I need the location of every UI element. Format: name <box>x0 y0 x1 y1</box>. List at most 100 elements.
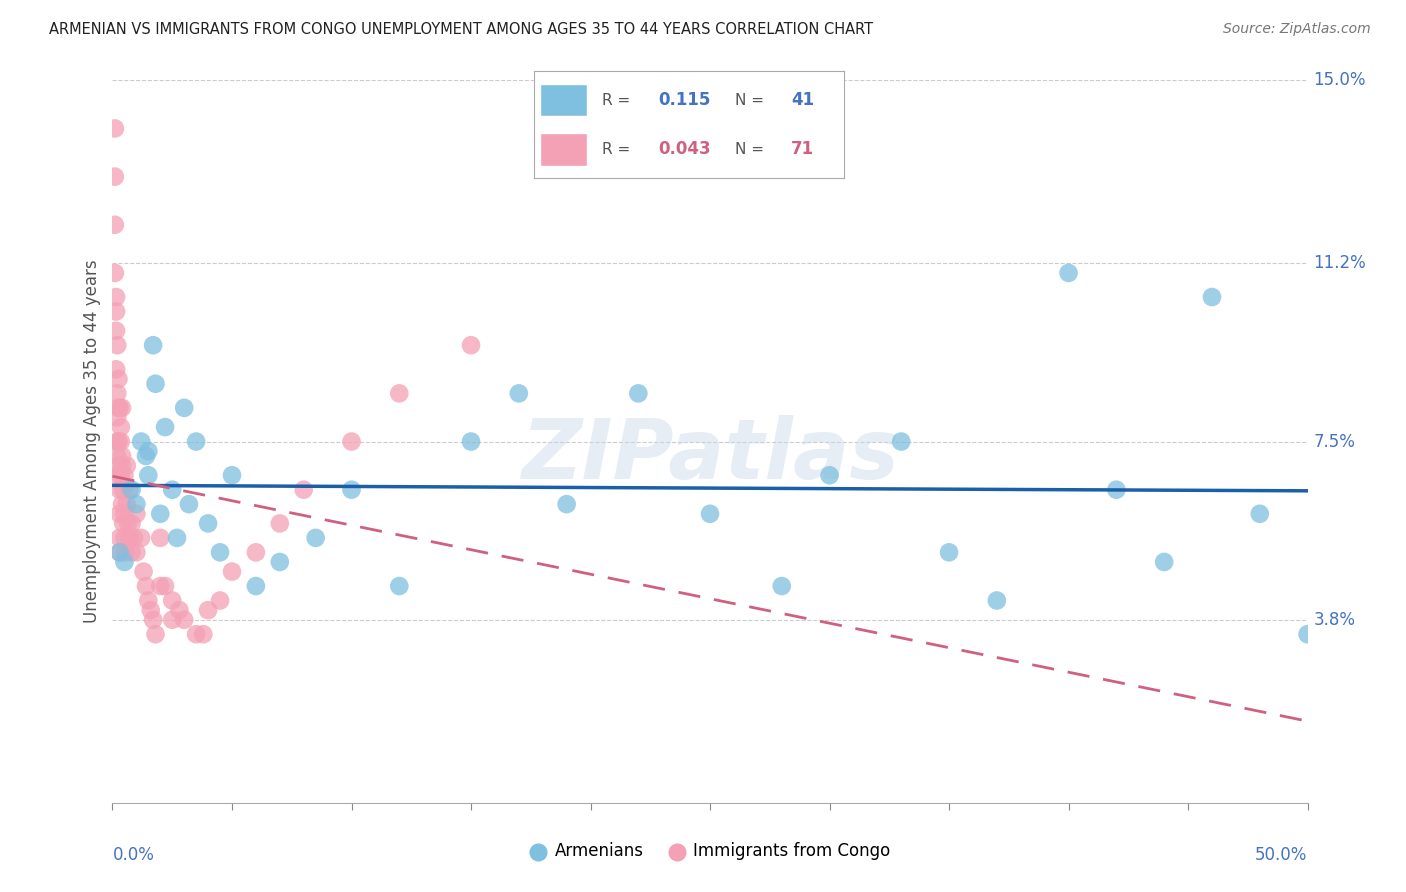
Point <box>121 483 143 497</box>
Text: 41: 41 <box>792 91 814 109</box>
Point <box>112 483 135 497</box>
Point <box>107 434 129 449</box>
Point <box>110 434 132 449</box>
Point <box>105 410 128 425</box>
Point <box>132 565 155 579</box>
Point <box>221 468 243 483</box>
Point <box>197 603 219 617</box>
Point <box>162 483 183 497</box>
Point <box>105 362 128 376</box>
Point <box>149 579 172 593</box>
Point <box>149 531 172 545</box>
Text: 50.0%: 50.0% <box>1256 847 1308 864</box>
Point <box>269 516 291 531</box>
Point <box>104 218 127 232</box>
Point <box>107 458 129 473</box>
Point <box>104 169 127 184</box>
Point <box>305 531 328 545</box>
Text: Source: ZipAtlas.com: Source: ZipAtlas.com <box>1223 22 1371 37</box>
Text: N =: N = <box>735 142 765 157</box>
Point <box>1057 266 1080 280</box>
Point <box>1105 483 1128 497</box>
Point <box>115 497 138 511</box>
Point <box>173 613 195 627</box>
Point <box>104 121 127 136</box>
Point <box>173 401 195 415</box>
Point <box>108 483 131 497</box>
Text: 11.2%: 11.2% <box>1313 254 1367 272</box>
Point <box>245 545 267 559</box>
Point <box>162 593 183 607</box>
Point <box>1201 290 1223 304</box>
Point <box>118 483 141 497</box>
Point <box>699 507 721 521</box>
Point <box>125 497 148 511</box>
Point <box>111 497 134 511</box>
Text: 15.0%: 15.0% <box>1313 71 1367 89</box>
Point <box>770 579 793 593</box>
Point <box>508 386 530 401</box>
Text: 0.043: 0.043 <box>658 141 710 159</box>
Point <box>105 290 128 304</box>
Point <box>388 579 411 593</box>
Point <box>108 545 131 559</box>
Text: ZIPatlas: ZIPatlas <box>522 416 898 497</box>
FancyBboxPatch shape <box>540 84 586 116</box>
Point <box>177 497 200 511</box>
Point <box>340 483 363 497</box>
Point <box>169 603 191 617</box>
Point <box>135 449 157 463</box>
Point <box>938 545 960 559</box>
Point <box>105 386 128 401</box>
Point <box>105 468 128 483</box>
Y-axis label: Unemployment Among Ages 35 to 44 years: Unemployment Among Ages 35 to 44 years <box>83 260 101 624</box>
Point <box>193 627 215 641</box>
Text: 71: 71 <box>792 141 814 159</box>
Text: N =: N = <box>735 93 765 108</box>
Point <box>142 613 165 627</box>
FancyBboxPatch shape <box>540 134 586 166</box>
Point <box>108 531 131 545</box>
Point <box>138 444 160 458</box>
Point <box>121 516 143 531</box>
Point <box>186 434 208 449</box>
Point <box>142 338 165 352</box>
Point <box>145 376 167 391</box>
Point <box>108 507 131 521</box>
Point <box>292 483 315 497</box>
Point <box>114 531 135 545</box>
Point <box>118 531 141 545</box>
Point <box>138 593 160 607</box>
Point <box>209 545 232 559</box>
Point <box>108 401 131 415</box>
Point <box>122 531 145 545</box>
Point <box>340 434 363 449</box>
Point <box>112 516 135 531</box>
Point <box>125 545 148 559</box>
Point <box>818 468 841 483</box>
Point <box>145 627 167 641</box>
Point <box>105 338 128 352</box>
Point <box>108 545 131 559</box>
Text: 7.5%: 7.5% <box>1313 433 1355 450</box>
Point <box>114 555 135 569</box>
Text: ARMENIAN VS IMMIGRANTS FROM CONGO UNEMPLOYMENT AMONG AGES 35 TO 44 YEARS CORRELA: ARMENIAN VS IMMIGRANTS FROM CONGO UNEMPL… <box>49 22 873 37</box>
Point <box>166 531 188 545</box>
Point <box>110 468 132 483</box>
Point <box>149 507 172 521</box>
Text: R =: R = <box>602 93 630 108</box>
Point <box>111 401 134 415</box>
Point <box>138 468 160 483</box>
Point <box>162 613 183 627</box>
Point <box>111 449 134 463</box>
Point <box>105 304 128 318</box>
Point <box>115 458 138 473</box>
Point <box>110 420 132 434</box>
Point <box>139 603 162 617</box>
Point <box>221 565 243 579</box>
Point <box>1249 507 1271 521</box>
Point <box>388 386 411 401</box>
Point <box>197 516 219 531</box>
Text: 0.115: 0.115 <box>658 91 710 109</box>
Point <box>121 545 143 559</box>
